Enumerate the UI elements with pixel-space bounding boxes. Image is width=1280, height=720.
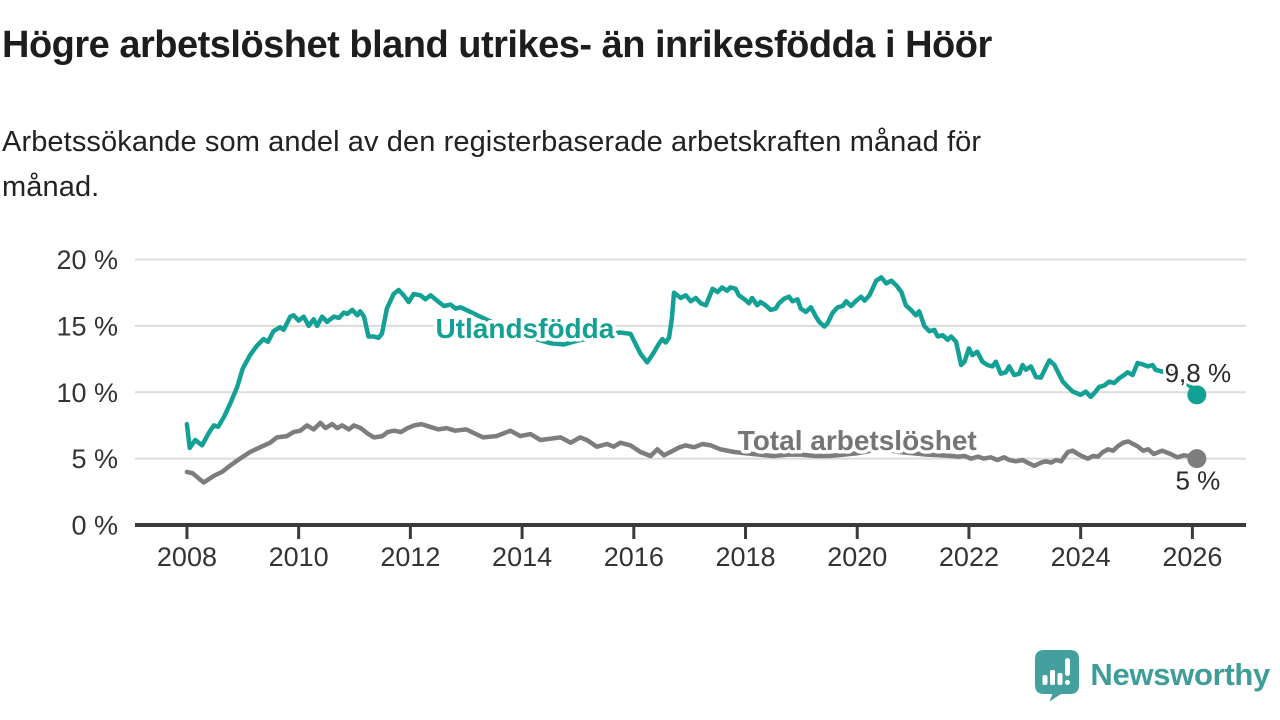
y-tick-label: 10 % (56, 378, 118, 408)
series-end-dot (1187, 385, 1207, 405)
x-tick-label: 2016 (604, 542, 664, 572)
series-label: Total arbetslöshet (738, 425, 977, 456)
page-title: Högre arbetslöshet bland utrikes- än inr… (2, 24, 992, 66)
series-end-dot (1187, 449, 1207, 469)
end-value-label: 9,8 % (1165, 358, 1232, 388)
x-tick-label: 2026 (1162, 542, 1222, 572)
x-tick-label: 2020 (827, 542, 887, 572)
series-line-total-arbetsl-shet (184, 420, 1200, 485)
newsworthy-logo-icon (1034, 649, 1080, 702)
page-subtitle: Arbetssökande som andel av den registerb… (2, 126, 982, 203)
x-tick-label: 2018 (715, 542, 775, 572)
x-tick-label: 2008 (157, 542, 217, 572)
x-tick-label: 2012 (380, 542, 440, 572)
y-tick-label: 5 % (71, 444, 118, 474)
x-tick-label: 2010 (269, 542, 329, 572)
newsworthy-wordmark: Newsworthy (1090, 657, 1270, 692)
y-tick-label: 0 % (71, 511, 118, 541)
newsworthy-branding: Newsworthy (1034, 646, 1270, 704)
end-value-label: 5 % (1175, 466, 1220, 496)
x-tick-label: 2024 (1051, 542, 1111, 572)
y-tick-label: 20 % (56, 245, 118, 275)
x-tick-label: 2014 (492, 542, 552, 572)
series-line-utlandsf-dda (184, 275, 1200, 451)
series-label: Utlandsfödda (435, 313, 614, 344)
x-tick-label: 2022 (939, 542, 999, 572)
y-tick-label: 15 % (56, 311, 118, 341)
